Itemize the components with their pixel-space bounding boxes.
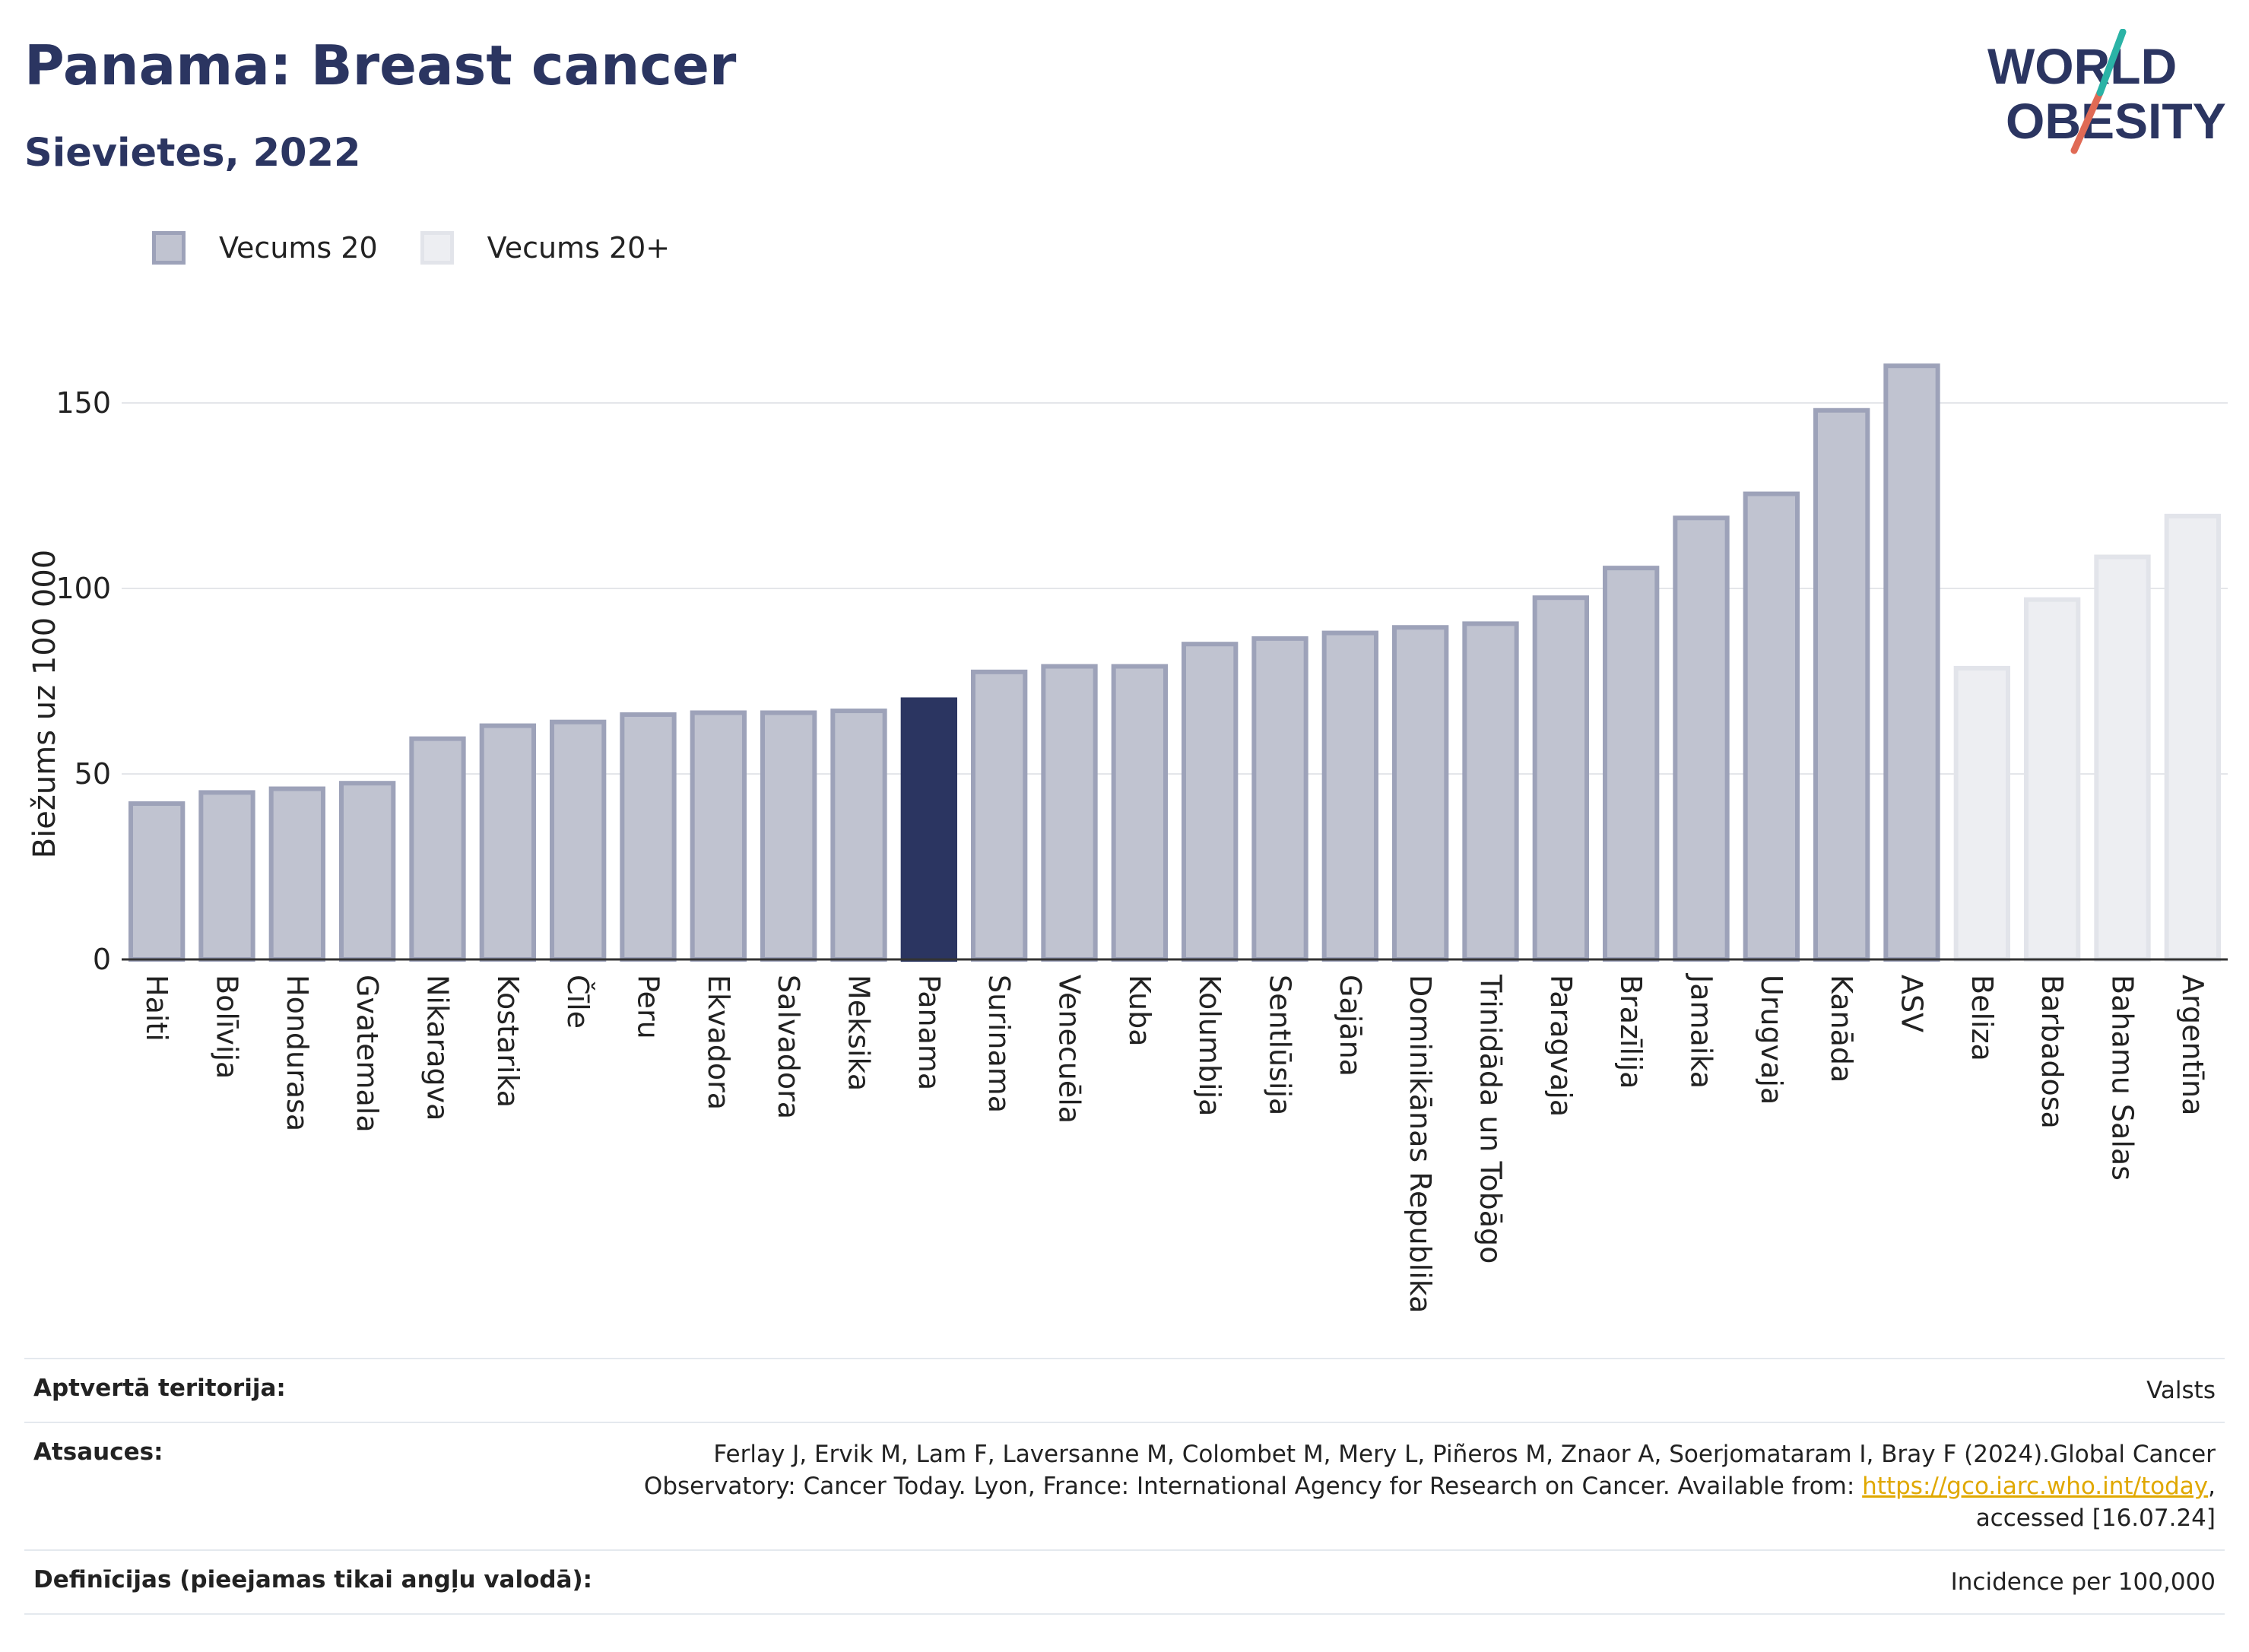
x-tick-label: Argentīna (2176, 975, 2209, 1115)
x-tick-label: Bahamu Salas (2106, 975, 2140, 1181)
bar-brazīlija (1603, 566, 1660, 962)
bar-peru (620, 712, 677, 962)
logo-line2: OBESITY (2006, 93, 2226, 149)
bar-haiti (128, 801, 186, 962)
bar-kuba (1111, 664, 1168, 962)
x-tick-label: Haiti (140, 975, 173, 1042)
bar-meksika (830, 709, 887, 962)
logo-line1: WORLD (1987, 38, 2177, 94)
x-tick-label: ASV (1895, 975, 1929, 1032)
y-tick-label: 0 (93, 943, 111, 976)
x-tick-label: Kostarika (491, 975, 525, 1108)
y-tick-label: 50 (75, 757, 111, 791)
bar-hondurasa (268, 786, 325, 962)
definitions-value: Incidence per 100,000 (1950, 1568, 2216, 1596)
y-tick-label: 150 (56, 386, 111, 420)
legend-label-age20: Vecums 20 (219, 231, 378, 265)
page-subtitle: Sievietes, 2022 (24, 131, 361, 176)
bar-čīle (550, 719, 607, 962)
world-obesity-logo: WORLD OBESITY (1987, 29, 2226, 154)
footer-row-definitions: Definīcijas (pieejamas tikai angļu valod… (24, 1549, 2225, 1615)
x-tick-label: Beliza (1965, 975, 1999, 1061)
territory-label: Aptvertā teritorija: (33, 1375, 286, 1402)
bar-argentīna (2164, 513, 2221, 962)
bar-panama (900, 697, 957, 962)
footer-row-territory: Aptvertā teritorija: Valsts (24, 1358, 2225, 1422)
x-tick-label: Kuba (1123, 975, 1156, 1047)
x-tick-label: Kanāda (1825, 975, 1858, 1083)
bar-bolīvija (198, 790, 255, 962)
x-tick-label: Čīle (561, 975, 595, 1029)
bar-nikaragva (409, 736, 466, 962)
legend-label-age20plus: Vecums 20+ (487, 231, 671, 265)
x-tick-label: Trinidāda un Tobāgo (1474, 974, 1508, 1264)
chart-footer: Aptvertā teritorija: Valsts Atsauces: Fe… (24, 1358, 2225, 1615)
territory-value: Valsts (2146, 1377, 2216, 1404)
x-tick-label: Salvadora (772, 975, 805, 1119)
bar-dominikānas-republika (1392, 625, 1449, 962)
x-tick-label: Gvatemala (351, 975, 384, 1133)
bar-gvatemala (339, 781, 396, 962)
x-tick-label: Urugvaja (1755, 975, 1788, 1105)
footer-row-references: Atsauces: Ferlay J, Ervik M, Lam F, Lave… (24, 1422, 2225, 1549)
bar-gajāna (1321, 630, 1378, 962)
bar-jamaika (1673, 515, 1730, 962)
logo-slash-teal (2096, 29, 2127, 97)
references-accessed: , accessed [16.07.24] (1975, 1473, 2216, 1532)
x-tick-label: Paragvaja (1544, 975, 1578, 1117)
bar-ekvadora (690, 710, 747, 962)
x-tick-label: Ekvadora (702, 975, 735, 1110)
definitions-label: Definīcijas (pieejamas tikai angļu valod… (33, 1566, 593, 1593)
x-tick-label: Nikaragva (421, 975, 455, 1121)
bar-paragvaja (1532, 595, 1589, 962)
bar-barbadosa (2024, 597, 2081, 962)
page-title: Panama: Breast cancer (24, 33, 737, 97)
bar-kanāda (1813, 407, 1870, 962)
chart-legend: Vecums 20 Vecums 20+ (152, 227, 712, 269)
bar-kostarika (479, 723, 536, 962)
logo-slash-red (2070, 89, 2104, 154)
references-value: Ferlay J, Ervik M, Lam F, Laversanne M, … (619, 1438, 2216, 1534)
bar-beliza (1953, 665, 2010, 962)
x-tick-label: Jamaika (1685, 973, 1718, 1089)
x-tick-label: Barbadosa (2035, 975, 2069, 1129)
x-tick-label: Sentlūsija (1264, 975, 1297, 1115)
x-tick-label: Kolumbija (1193, 975, 1226, 1116)
x-tick-label: Brazīlija (1614, 975, 1648, 1089)
x-tick-label: Dominikānas Republika (1404, 975, 1437, 1313)
x-tick-label: Meksika (842, 975, 876, 1091)
references-text: Ferlay J, Ervik M, Lam F, Laversanne M, … (643, 1441, 2216, 1500)
legend-swatch-age20 (152, 231, 186, 265)
x-tick-label: Surinama (982, 975, 1016, 1113)
y-axis-label: Biežums uz 100 000 (27, 550, 62, 859)
bar-urugvaja (1743, 491, 1800, 962)
x-tick-label: Venecuēla (1053, 975, 1086, 1124)
bar-sentlūsija (1251, 636, 1308, 962)
references-label: Atsauces: (33, 1438, 163, 1466)
references-link[interactable]: https://gco.iarc.who.int/today (1862, 1473, 2209, 1500)
x-tick-label: Bolīvija (211, 975, 244, 1079)
x-tick-label: Hondurasa (281, 975, 314, 1131)
bar-kolumbija (1182, 642, 1239, 962)
legend-swatch-age20plus (420, 231, 454, 265)
bar-chart: 0 50 100 150 Biežums uz 100 000 Haiti Bolīvija… (27, 363, 2228, 1313)
x-tick-label: Peru (632, 975, 665, 1039)
bar-surinama (971, 669, 1028, 962)
bar-venecuēla (1041, 664, 1098, 962)
bar-asv (1883, 363, 1940, 962)
y-tick-label: 100 (56, 572, 111, 605)
legend-item-age20[interactable]: Vecums 20 (152, 231, 378, 265)
bar-bahamu-salas (2094, 554, 2151, 962)
bar-salvadora (760, 710, 817, 962)
x-tick-label: Panama (912, 975, 946, 1090)
bar-trinidāda-un-tobāgo (1462, 621, 1519, 962)
x-tick-label: Gajāna (1334, 975, 1367, 1076)
legend-item-age20plus[interactable]: Vecums 20+ (420, 231, 671, 265)
